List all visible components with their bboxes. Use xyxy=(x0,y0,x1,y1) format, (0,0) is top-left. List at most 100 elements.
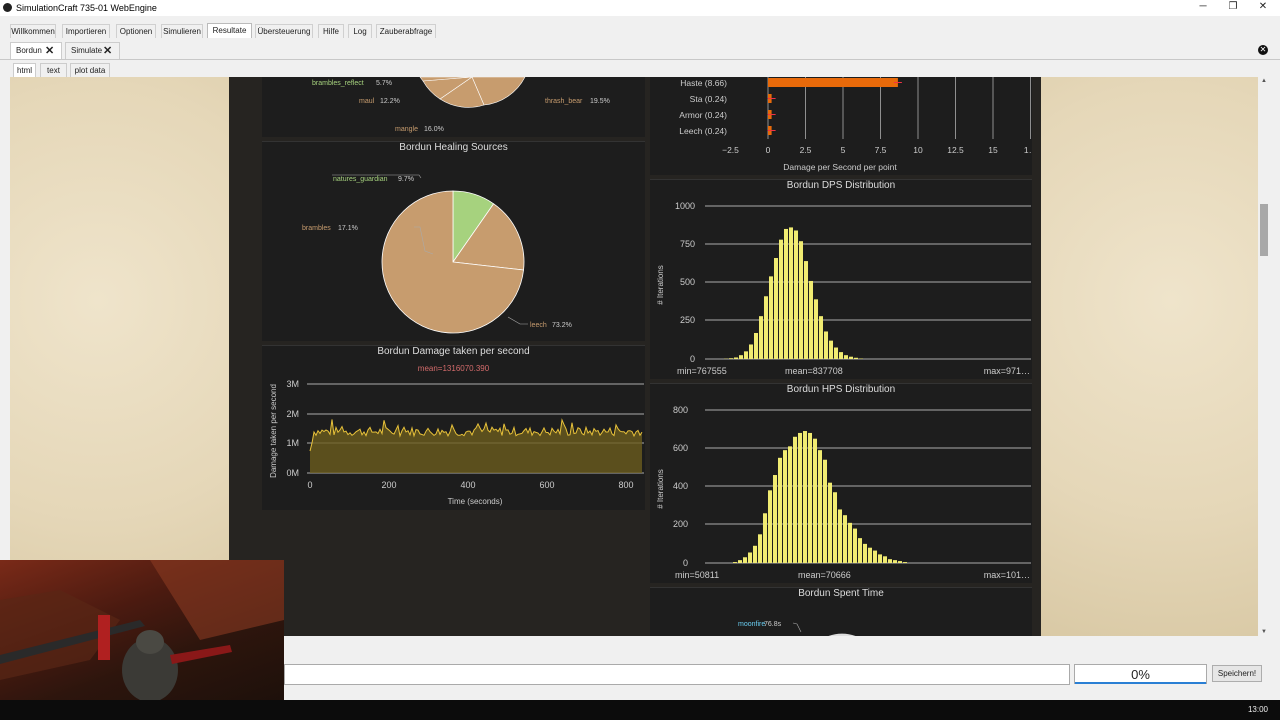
dps-histogram: 1000 750 500 250 0 # Iterations min=7675… xyxy=(656,201,1031,376)
histogram-bar xyxy=(759,316,763,359)
scale-bar xyxy=(768,78,898,87)
histogram-bar xyxy=(738,560,742,563)
y-tick-label: 3M xyxy=(286,379,299,389)
scroll-up-icon[interactable]: ▲ xyxy=(1261,78,1267,84)
dtps-panel: Bordun Damage taken per second mean=1316… xyxy=(262,345,645,510)
dtps-line-chart: 3M 2M 1M 0M 0 200 400 600 800 Time (seco… xyxy=(269,379,644,506)
x-tick-label: 2.5 xyxy=(800,145,812,155)
pie-label-name: thrash_bear xyxy=(545,98,583,105)
x-tick-label: −2.5 xyxy=(722,145,739,155)
progress-indicator: 0% xyxy=(1074,664,1207,684)
report-webview[interactable]: brambles_reflect 5.7% maul 12.2% mangle … xyxy=(10,77,1258,636)
y-tick-label: 400 xyxy=(673,481,688,491)
histogram-bar xyxy=(873,550,877,563)
scrollbar-thumb[interactable] xyxy=(1260,204,1268,256)
taskbar: 13:00 xyxy=(0,700,1280,720)
mean-label: mean=70666 xyxy=(798,570,851,580)
tab-zauberabfrage[interactable]: Zauberabfrage xyxy=(376,24,436,38)
close-icon[interactable]: ✕ xyxy=(45,45,55,57)
pie-label-value: 5.7% xyxy=(376,80,392,87)
vertical-scrollbar[interactable]: ▲ ▼ xyxy=(1258,77,1270,636)
y-tick-label: 0 xyxy=(683,558,688,568)
chart-title: Bordun Damage taken per second xyxy=(377,346,530,357)
hps-histogram: 800 600 400 200 0 # Iterations min=50811… xyxy=(656,405,1031,580)
pie-label-value: 19.5% xyxy=(590,98,610,105)
y-tick-label: 600 xyxy=(673,443,688,453)
histogram-bar xyxy=(794,230,798,359)
tab-log[interactable]: Log xyxy=(348,24,372,38)
tab-optionen[interactable]: Optionen xyxy=(116,24,156,38)
y-tick-label: 1000 xyxy=(675,201,695,211)
tab-importieren[interactable]: Importieren xyxy=(62,24,110,38)
histogram-bar xyxy=(848,522,852,563)
result-tab-bordun[interactable]: Bordun ✕ xyxy=(10,42,62,59)
result-tab-label: Simulate xyxy=(71,46,103,55)
chart-title: Bordun HPS Distribution xyxy=(786,384,896,395)
min-label: min=767555 xyxy=(677,366,727,376)
histogram-bar xyxy=(783,450,787,563)
progress-bar xyxy=(1075,682,1206,684)
histogram-bar xyxy=(878,554,882,563)
close-window-button[interactable]: ✕ xyxy=(1258,1,1268,12)
histogram-bar xyxy=(734,357,738,359)
command-input[interactable] xyxy=(284,664,1070,685)
x-axis-label: Damage per Second per point xyxy=(783,162,897,172)
histogram-bar xyxy=(853,528,857,563)
histogram-bar xyxy=(778,457,782,563)
save-button[interactable]: Speichern! xyxy=(1212,665,1262,682)
x-tick-label: 12.5 xyxy=(947,145,964,155)
healing-sources-panel: Bordun Healing Sources natures_guardian … xyxy=(262,141,645,341)
x-tick-label: 0 xyxy=(766,145,771,155)
histogram-bar xyxy=(858,538,862,563)
tab-willkommen[interactable]: Willkommen xyxy=(10,24,56,38)
histogram-bar xyxy=(814,299,818,359)
result-tab-label: Bordun xyxy=(16,46,42,55)
histogram-bar xyxy=(744,351,748,359)
histogram-bar xyxy=(799,241,803,359)
dps-distribution-panel: Bordun DPS Distribution 1000 750 500 250… xyxy=(650,179,1032,379)
histogram-bar xyxy=(779,239,783,359)
tab-uebersteuerung[interactable]: Übersteuerung xyxy=(255,24,313,38)
min-label: min=50811 xyxy=(675,570,719,580)
histogram-bar xyxy=(818,450,822,563)
close-icon[interactable]: ✕ xyxy=(103,45,113,57)
close-all-icon[interactable]: ✕ xyxy=(1258,45,1268,55)
pie-label-value: 9.7% xyxy=(398,176,414,183)
x-tick-label: 10 xyxy=(913,145,923,155)
pie-label-value: 17.1% xyxy=(338,225,358,232)
y-tick-label: 500 xyxy=(680,277,695,287)
x-tick-label: 7.5 xyxy=(875,145,887,155)
y-tick-label: 250 xyxy=(680,315,695,325)
tab-plot-data[interactable]: plot data xyxy=(70,63,110,77)
tab-resultate[interactable]: Resultate xyxy=(207,23,252,38)
restore-button[interactable]: ❐ xyxy=(1228,1,1238,12)
window-title: SimulationCraft 735-01 WebEngine xyxy=(16,3,157,13)
y-axis-label: # Iterations xyxy=(656,469,665,509)
tab-html[interactable]: html xyxy=(13,63,36,77)
app-icon xyxy=(3,3,12,12)
histogram-bar xyxy=(898,561,902,563)
y-tick-label: 0 xyxy=(690,354,695,364)
histogram-bar xyxy=(774,258,778,359)
window-titlebar: SimulationCraft 735-01 WebEngine ─ ❐ ✕ xyxy=(0,0,1280,16)
histogram-bar xyxy=(903,562,907,563)
result-tab-simulate[interactable]: Simulate ✕ xyxy=(65,42,120,59)
pie-label-value: 16.0% xyxy=(424,126,444,133)
histogram-bar xyxy=(793,436,797,563)
histogram-bar xyxy=(803,431,807,563)
tab-text[interactable]: text xyxy=(40,63,67,77)
pie-label-value: 76.8s xyxy=(764,621,782,628)
histogram-bar xyxy=(749,344,753,359)
minimize-button[interactable]: ─ xyxy=(1199,1,1207,12)
x-tick-label: 5 xyxy=(841,145,846,155)
tab-simulieren[interactable]: Simulieren xyxy=(161,24,203,38)
result-tab-bar: Bordun ✕ Simulate ✕ xyxy=(0,40,1280,60)
scroll-down-icon[interactable]: ▼ xyxy=(1261,629,1267,635)
progress-text: 0% xyxy=(1131,667,1150,682)
y-tick-label: 0M xyxy=(286,468,299,478)
pie-label-name: leech xyxy=(530,322,547,329)
histogram-bar xyxy=(743,557,747,563)
healing-pie-chart: natures_guardian 9.7% brambles 17.1% lee… xyxy=(302,174,572,334)
tab-hilfe[interactable]: Hilfe xyxy=(318,24,344,38)
chart-title: Bordun Spent Time xyxy=(798,588,884,599)
